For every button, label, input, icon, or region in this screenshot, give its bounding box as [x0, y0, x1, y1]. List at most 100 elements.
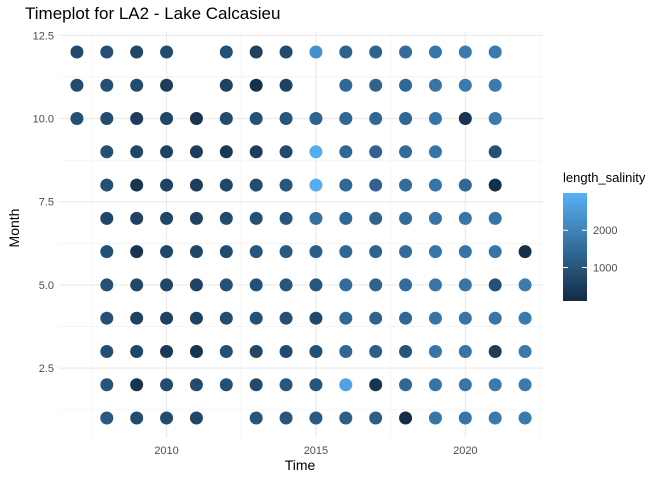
- x-axis-title: Time: [285, 457, 316, 473]
- data-point: [279, 278, 293, 292]
- data-point: [70, 45, 84, 59]
- data-point: [160, 378, 174, 392]
- grid-lines: [59, 32, 543, 438]
- data-point: [369, 245, 383, 259]
- y-tick-label: 2.5: [39, 363, 54, 375]
- data-point: [219, 112, 233, 126]
- y-axis-ticks: 2.5 5.0 7.5 10.0 12.5: [33, 30, 54, 375]
- data-point: [130, 245, 144, 259]
- data-point: [339, 112, 353, 126]
- data-point: [399, 112, 413, 126]
- data-point: [279, 78, 293, 92]
- data-point: [130, 211, 144, 225]
- data-point: [189, 378, 203, 392]
- data-point: [249, 245, 263, 259]
- data-point: [189, 311, 203, 325]
- data-points: [70, 45, 532, 425]
- data-point: [219, 178, 233, 192]
- x-axis-ticks: 2010 2015 2020: [154, 445, 477, 457]
- data-point: [488, 145, 502, 159]
- data-point: [458, 45, 472, 59]
- data-point: [100, 178, 114, 192]
- data-point: [189, 411, 203, 425]
- data-point: [488, 344, 502, 358]
- data-point: [339, 145, 353, 159]
- data-point: [309, 178, 323, 192]
- data-point: [339, 344, 353, 358]
- data-point: [518, 344, 532, 358]
- data-point: [309, 378, 323, 392]
- data-point: [160, 45, 174, 59]
- data-point: [249, 145, 263, 159]
- data-point: [428, 45, 442, 59]
- data-point: [100, 411, 114, 425]
- data-point: [458, 278, 472, 292]
- data-point: [518, 245, 532, 259]
- data-point: [458, 344, 472, 358]
- data-point: [160, 178, 174, 192]
- data-point: [458, 178, 472, 192]
- data-point: [488, 112, 502, 126]
- data-point: [160, 278, 174, 292]
- data-point: [339, 245, 353, 259]
- data-point: [130, 411, 144, 425]
- data-point: [339, 211, 353, 225]
- data-point: [130, 378, 144, 392]
- data-point: [399, 45, 413, 59]
- data-point: [70, 112, 84, 126]
- data-point: [428, 311, 442, 325]
- data-point: [428, 178, 442, 192]
- data-point: [249, 378, 263, 392]
- data-point: [309, 278, 323, 292]
- data-point: [279, 411, 293, 425]
- data-point: [160, 245, 174, 259]
- data-point: [189, 344, 203, 358]
- data-point: [160, 311, 174, 325]
- data-point: [160, 145, 174, 159]
- data-point: [309, 311, 323, 325]
- data-point: [219, 145, 233, 159]
- data-point: [458, 211, 472, 225]
- data-point: [189, 145, 203, 159]
- data-point: [428, 278, 442, 292]
- data-point: [488, 245, 502, 259]
- data-point: [219, 78, 233, 92]
- data-point: [399, 411, 413, 425]
- data-point: [100, 344, 114, 358]
- data-point: [399, 378, 413, 392]
- data-point: [339, 411, 353, 425]
- data-point: [100, 211, 114, 225]
- data-point: [339, 78, 353, 92]
- data-point: [249, 178, 263, 192]
- data-point: [399, 245, 413, 259]
- data-point: [309, 145, 323, 159]
- data-point: [339, 278, 353, 292]
- data-point: [130, 178, 144, 192]
- data-point: [160, 112, 174, 126]
- data-point: [100, 145, 114, 159]
- y-tick-label: 10.0: [33, 114, 54, 126]
- data-point: [369, 45, 383, 59]
- data-point: [309, 344, 323, 358]
- data-point: [309, 245, 323, 259]
- data-point: [399, 344, 413, 358]
- y-tick-label: 5.0: [39, 280, 54, 292]
- x-tick-label: 2015: [304, 445, 328, 457]
- data-point: [518, 411, 532, 425]
- data-point: [488, 211, 502, 225]
- data-point: [249, 211, 263, 225]
- data-point: [100, 311, 114, 325]
- data-point: [249, 344, 263, 358]
- data-point: [399, 211, 413, 225]
- data-point: [369, 112, 383, 126]
- data-point: [369, 411, 383, 425]
- data-point: [219, 378, 233, 392]
- data-point: [309, 112, 323, 126]
- data-point: [518, 311, 532, 325]
- data-point: [219, 344, 233, 358]
- data-point: [488, 178, 502, 192]
- data-point: [458, 245, 472, 259]
- data-point: [458, 378, 472, 392]
- data-point: [160, 211, 174, 225]
